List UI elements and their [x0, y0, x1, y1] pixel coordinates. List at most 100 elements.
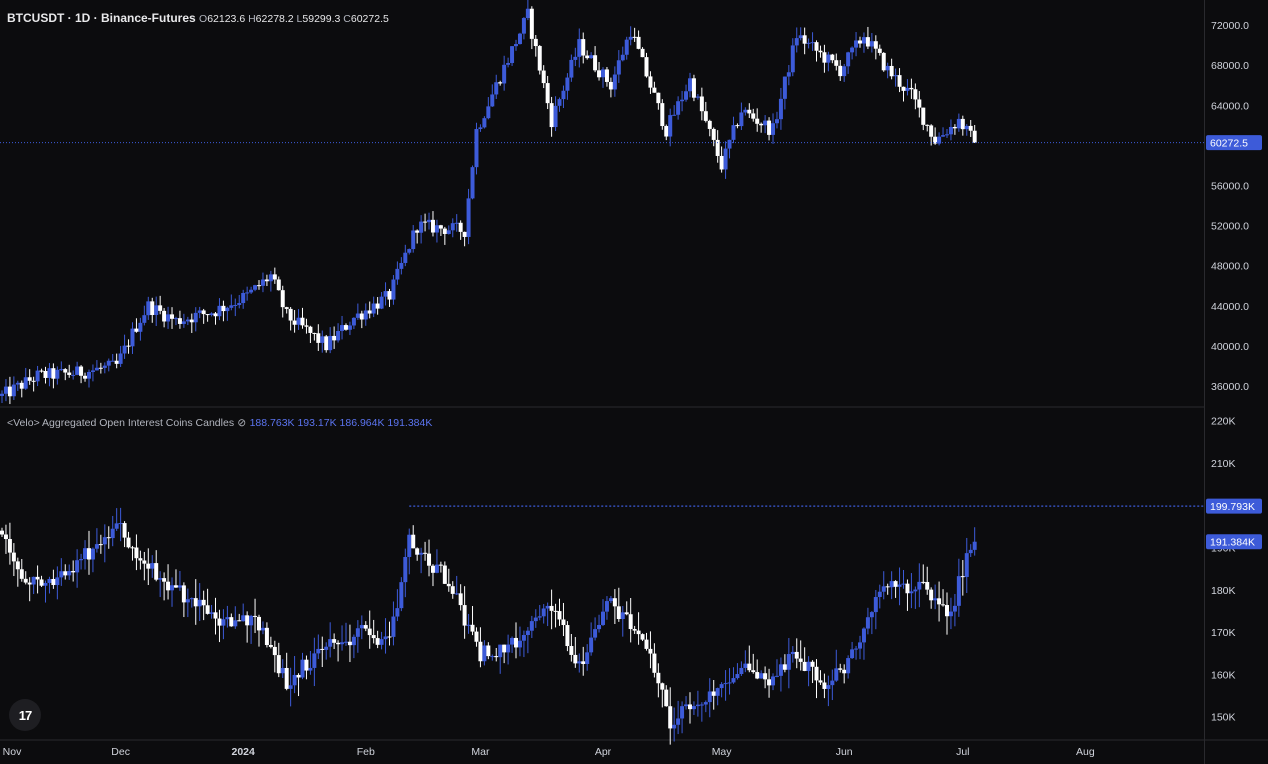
candle — [767, 117, 772, 141]
candle — [221, 300, 226, 322]
candle — [264, 622, 269, 648]
candle — [881, 52, 886, 72]
candle — [597, 62, 602, 81]
candle — [909, 573, 914, 609]
candle — [343, 622, 348, 646]
candle — [482, 640, 487, 666]
candle — [35, 365, 40, 387]
candle — [948, 119, 953, 141]
candle — [830, 669, 835, 701]
candle — [723, 670, 728, 701]
candle — [462, 231, 467, 247]
candle — [351, 317, 356, 330]
candle — [715, 687, 720, 706]
candle — [865, 607, 870, 635]
svg-text:191.384K: 191.384K — [1210, 537, 1255, 549]
candle — [63, 368, 68, 381]
candle — [482, 116, 487, 129]
candle — [763, 666, 768, 689]
candle — [810, 32, 815, 51]
oi-title[interactable]: <Velo> Aggregated Open Interest Coins Ca… — [7, 417, 235, 429]
candle — [952, 593, 957, 627]
candle — [276, 642, 281, 678]
candle — [676, 96, 681, 120]
symbol-title[interactable]: BTCUSDT · 1D · Binance-Futures — [7, 11, 196, 25]
candle — [308, 325, 313, 343]
price-tick-label: 52000.0 — [1211, 221, 1249, 233]
candle — [715, 130, 720, 163]
candle — [423, 541, 428, 561]
candle — [525, 627, 530, 654]
candle — [877, 44, 882, 56]
x-tick-label: Feb — [357, 746, 375, 758]
candle — [941, 589, 946, 607]
candle — [672, 707, 677, 742]
candle — [581, 646, 586, 676]
candle — [347, 624, 352, 663]
candle — [687, 72, 692, 98]
candle — [660, 682, 665, 708]
candle — [7, 522, 12, 565]
y-axis[interactable]: 36000.0 40000.0 44000.0 48000.0 52000.0 56000… — [1211, 20, 1249, 724]
candle — [620, 46, 625, 62]
candle — [328, 622, 333, 658]
candle — [869, 33, 874, 53]
candle — [640, 47, 645, 58]
candle — [213, 311, 218, 325]
candle — [561, 602, 566, 637]
x-tick-label: Dec — [111, 746, 130, 758]
oi-tick-label: 150K — [1211, 712, 1236, 724]
candle — [620, 606, 625, 637]
candle — [806, 38, 811, 49]
candle — [383, 282, 388, 306]
candle — [628, 26, 633, 46]
candle — [3, 379, 8, 402]
oi-value: 188.763K — [249, 417, 295, 429]
candle — [395, 589, 400, 622]
candle — [668, 687, 673, 745]
candle — [810, 660, 815, 684]
candle — [691, 74, 696, 102]
tradingview-logo-icon[interactable]: 17 — [9, 699, 41, 731]
candle — [300, 307, 305, 329]
candle — [351, 634, 356, 659]
candle — [798, 640, 803, 671]
candle — [830, 53, 835, 64]
oi-value: 191.384K — [384, 417, 433, 429]
candle — [268, 636, 273, 649]
candle — [154, 296, 159, 326]
candle — [122, 521, 127, 548]
candle — [711, 679, 716, 710]
candle — [71, 560, 76, 582]
candle — [162, 308, 167, 328]
candle — [158, 571, 163, 598]
price-tick-label: 36000.0 — [1211, 381, 1249, 393]
candle — [312, 332, 317, 341]
candle — [956, 113, 961, 132]
candle — [359, 615, 364, 640]
candle — [917, 563, 922, 608]
candle — [55, 366, 60, 385]
candle — [415, 229, 420, 244]
candle — [213, 597, 218, 635]
candle — [506, 634, 511, 665]
candle — [893, 580, 898, 598]
candle — [933, 584, 938, 610]
candle — [553, 96, 558, 132]
candle — [241, 289, 246, 309]
candle — [502, 55, 507, 91]
candle — [707, 119, 712, 137]
x-axis[interactable]: Nov Dec 2024 Feb Mar Apr May Jun Jul Aug — [3, 746, 1095, 758]
eye-off-icon[interactable]: ⊘ — [237, 417, 247, 429]
candle — [510, 636, 515, 653]
oi-candles — [0, 507, 977, 745]
candle — [375, 630, 380, 649]
candle — [67, 364, 72, 378]
candle — [288, 667, 293, 707]
candle — [63, 564, 68, 580]
candle — [901, 86, 906, 102]
candle — [925, 566, 930, 595]
candle — [897, 567, 902, 606]
